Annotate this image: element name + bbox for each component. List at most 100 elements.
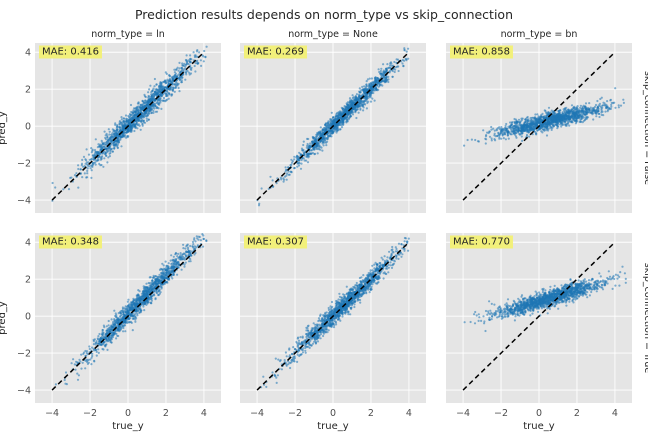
scatter-point bbox=[156, 100, 159, 103]
scatter-point bbox=[173, 68, 176, 71]
scatter-point bbox=[523, 121, 526, 124]
scatter-point bbox=[599, 97, 602, 101]
scatter-point bbox=[519, 120, 522, 123]
scatter-point bbox=[589, 111, 592, 114]
scatter-point bbox=[548, 124, 551, 127]
scatter-point bbox=[180, 81, 183, 84]
scatter-point bbox=[547, 106, 551, 109]
scatter-point bbox=[307, 152, 310, 155]
scatter-point bbox=[185, 63, 188, 66]
scatter-point bbox=[173, 73, 177, 77]
scatter-point bbox=[190, 68, 193, 71]
scatter-point bbox=[77, 167, 80, 171]
scatter-point bbox=[614, 106, 617, 109]
scatter-point bbox=[167, 97, 170, 100]
scatter-point bbox=[617, 104, 620, 107]
scatter-point bbox=[500, 130, 503, 133]
scatter-point bbox=[284, 170, 287, 173]
scatter-point bbox=[89, 167, 92, 170]
scatter-point bbox=[153, 85, 156, 88]
scatter-point bbox=[509, 121, 512, 124]
scatter-point bbox=[109, 136, 112, 139]
scatter-point bbox=[144, 101, 147, 104]
scatter-point bbox=[103, 157, 106, 160]
scatter-point bbox=[500, 126, 503, 129]
scatter-point bbox=[152, 111, 155, 114]
scatter-point bbox=[507, 130, 510, 133]
y-tick-label: 0 bbox=[25, 122, 31, 133]
scatter-point bbox=[152, 87, 155, 90]
scatter-point bbox=[162, 96, 166, 100]
scatter-point bbox=[162, 80, 165, 84]
scatter-point bbox=[92, 158, 95, 161]
scatter-point bbox=[405, 50, 408, 53]
scatter-point bbox=[143, 93, 146, 96]
scatter-point bbox=[367, 85, 370, 88]
scatter-point bbox=[332, 119, 336, 122]
scatter-point bbox=[556, 113, 559, 116]
scatter-point bbox=[70, 176, 73, 179]
scatter-point bbox=[165, 72, 168, 75]
column-title: norm_type = None bbox=[288, 29, 378, 40]
scatter-point bbox=[393, 60, 396, 64]
scatter-point bbox=[547, 127, 550, 130]
scatter-point bbox=[184, 78, 187, 81]
scatter-point bbox=[386, 67, 389, 70]
scatter-point bbox=[592, 107, 596, 110]
scatter-point bbox=[402, 64, 405, 67]
scatter-point bbox=[302, 157, 305, 160]
scatter-point bbox=[509, 133, 512, 136]
scatter-point bbox=[351, 102, 354, 105]
scatter-point bbox=[315, 144, 318, 147]
scatter-point bbox=[580, 117, 583, 120]
scatter-point bbox=[490, 125, 493, 129]
scatter-point bbox=[107, 139, 110, 142]
scatter-point bbox=[542, 128, 545, 131]
scatter-point bbox=[614, 87, 617, 90]
scatter-point bbox=[565, 110, 568, 113]
scatter-point bbox=[310, 149, 313, 152]
y-tick-label: 4 bbox=[25, 48, 31, 59]
scatter-point bbox=[153, 107, 156, 110]
scatter-point bbox=[490, 139, 493, 142]
scatter-point bbox=[178, 67, 181, 70]
scatter-point bbox=[123, 122, 126, 125]
scatter-point bbox=[330, 111, 333, 114]
scatter-point bbox=[484, 142, 487, 145]
scatter-point bbox=[321, 149, 324, 152]
scatter-point bbox=[370, 77, 373, 80]
scatter-point bbox=[144, 115, 147, 118]
scatter-point bbox=[505, 122, 508, 126]
scatter-point bbox=[359, 100, 362, 103]
scatter-point bbox=[529, 116, 532, 120]
scatter-point bbox=[185, 54, 188, 57]
scatter-point bbox=[617, 106, 621, 109]
scatter-point bbox=[98, 332, 101, 336]
scatter-point bbox=[564, 114, 567, 117]
scatter-point bbox=[544, 125, 547, 128]
scatter-point bbox=[488, 130, 491, 133]
scatter-point bbox=[293, 167, 296, 170]
scatter-point bbox=[105, 132, 108, 135]
scatter-point bbox=[584, 102, 588, 105]
scatter-point bbox=[354, 98, 357, 101]
scatter-point bbox=[113, 146, 116, 149]
scatter-point bbox=[490, 137, 493, 140]
scatter-point bbox=[103, 145, 106, 149]
scatter-point bbox=[381, 84, 384, 87]
scatter-point bbox=[362, 109, 365, 112]
scatter-point bbox=[171, 76, 174, 79]
scatter-point bbox=[116, 143, 119, 146]
scatter-point bbox=[201, 245, 205, 248]
scatter-point bbox=[165, 99, 168, 102]
scatter-point bbox=[531, 120, 534, 123]
scatter-point bbox=[134, 110, 137, 114]
scatter-point bbox=[324, 140, 327, 143]
scatter-point bbox=[591, 113, 594, 116]
scatter-point bbox=[598, 102, 602, 105]
scatter-point bbox=[86, 167, 89, 170]
scatter-point bbox=[536, 129, 539, 132]
scatter-point bbox=[545, 134, 549, 137]
scatter-point bbox=[86, 169, 89, 172]
scatter-point bbox=[595, 115, 598, 118]
